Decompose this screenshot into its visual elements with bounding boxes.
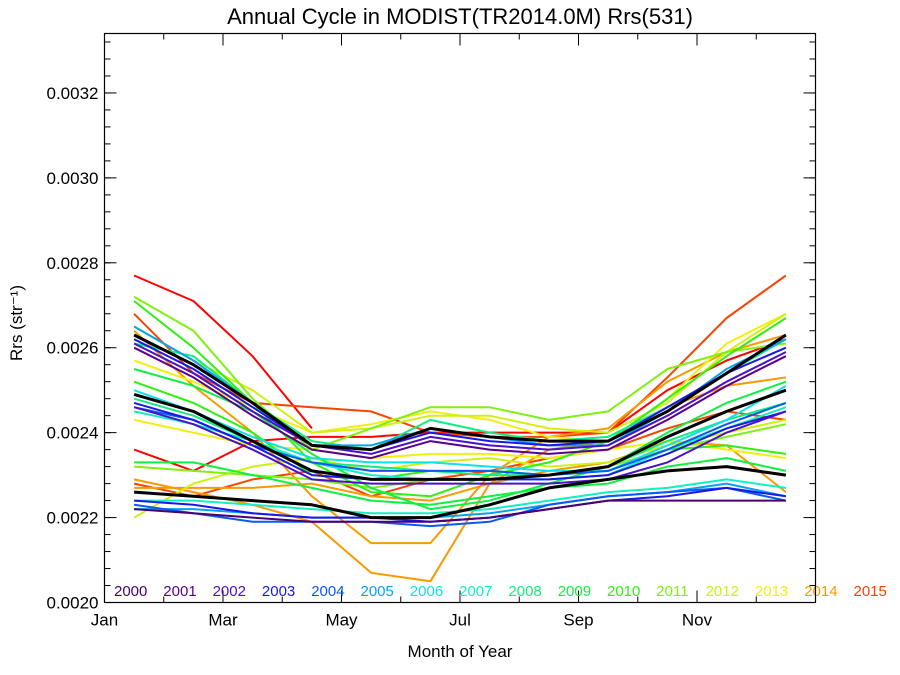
series-line	[133, 333, 787, 452]
series-line	[133, 346, 787, 460]
legend-entry: 2000	[114, 583, 147, 600]
legend-entry: 2005	[361, 583, 394, 600]
y-tick-label: 0.0032	[47, 84, 99, 103]
series-line	[133, 274, 313, 430]
y-tick-label: 0.0026	[47, 339, 99, 358]
series-lines	[133, 274, 787, 583]
series-line	[133, 295, 787, 451]
x-tick-label: May	[325, 611, 358, 630]
y-tick-label: 0.0028	[47, 254, 99, 273]
x-tick-label: Sep	[563, 611, 593, 630]
legend-entry: 2002	[213, 583, 246, 600]
series-line	[133, 410, 787, 498]
legend-entry: 2001	[163, 583, 196, 600]
y-tick-label: 0.0024	[47, 424, 99, 443]
legend-entry: 2012	[706, 583, 739, 600]
series-line	[133, 368, 787, 511]
series-line	[133, 342, 787, 455]
legend-entry: 2011	[656, 583, 688, 600]
y-tick-label: 0.0022	[47, 509, 99, 528]
legend-entry: 2008	[508, 583, 541, 600]
x-tick-label: Jul	[449, 611, 471, 630]
legend-entry: 2010	[607, 583, 640, 600]
x-tick-label: Nov	[682, 611, 713, 630]
series-line	[133, 465, 787, 520]
y-tick-label: 0.0020	[47, 594, 99, 613]
series-line	[133, 338, 787, 451]
series-line	[134, 499, 786, 523]
series-line	[133, 329, 787, 545]
series-line	[134, 457, 787, 506]
series-line	[133, 388, 787, 481]
chart-title: Annual Cycle in MODIST(TR2014.0M) Rrs(53…	[227, 4, 693, 29]
legend-entry: 2013	[755, 583, 788, 600]
legend-entry: 2003	[262, 583, 295, 600]
legend-entry: 2015	[854, 583, 887, 600]
y-axis-label: Rrs (str⁻¹)	[7, 285, 26, 361]
axes-ticks: Jan Mar May Jul Sep Nov 0.0020 0.0022 0.0024 0.00…	[47, 33, 816, 630]
plot-frame	[103, 32, 817, 604]
x-tick-label: Jan	[91, 611, 118, 630]
series-line	[133, 300, 787, 498]
x-tick-label: Mar	[208, 611, 238, 630]
legend-entry: 2007	[459, 583, 492, 600]
series-line	[133, 418, 787, 519]
y-tick-label: 0.0030	[47, 169, 99, 188]
legend-entry: 2014	[804, 583, 837, 600]
legend-entry: 2009	[558, 583, 591, 600]
x-axis-label: Month of Year	[408, 642, 513, 661]
legend-entry: 2006	[410, 583, 443, 600]
legend: 2000 2001 2002 2003 2004 2005 2006 2007 2008 2009…	[114, 583, 887, 600]
series-line	[133, 406, 787, 485]
legend-entry: 2004	[311, 583, 344, 600]
series-line	[133, 312, 787, 434]
series-line	[133, 385, 787, 472]
series-line	[133, 486, 787, 528]
